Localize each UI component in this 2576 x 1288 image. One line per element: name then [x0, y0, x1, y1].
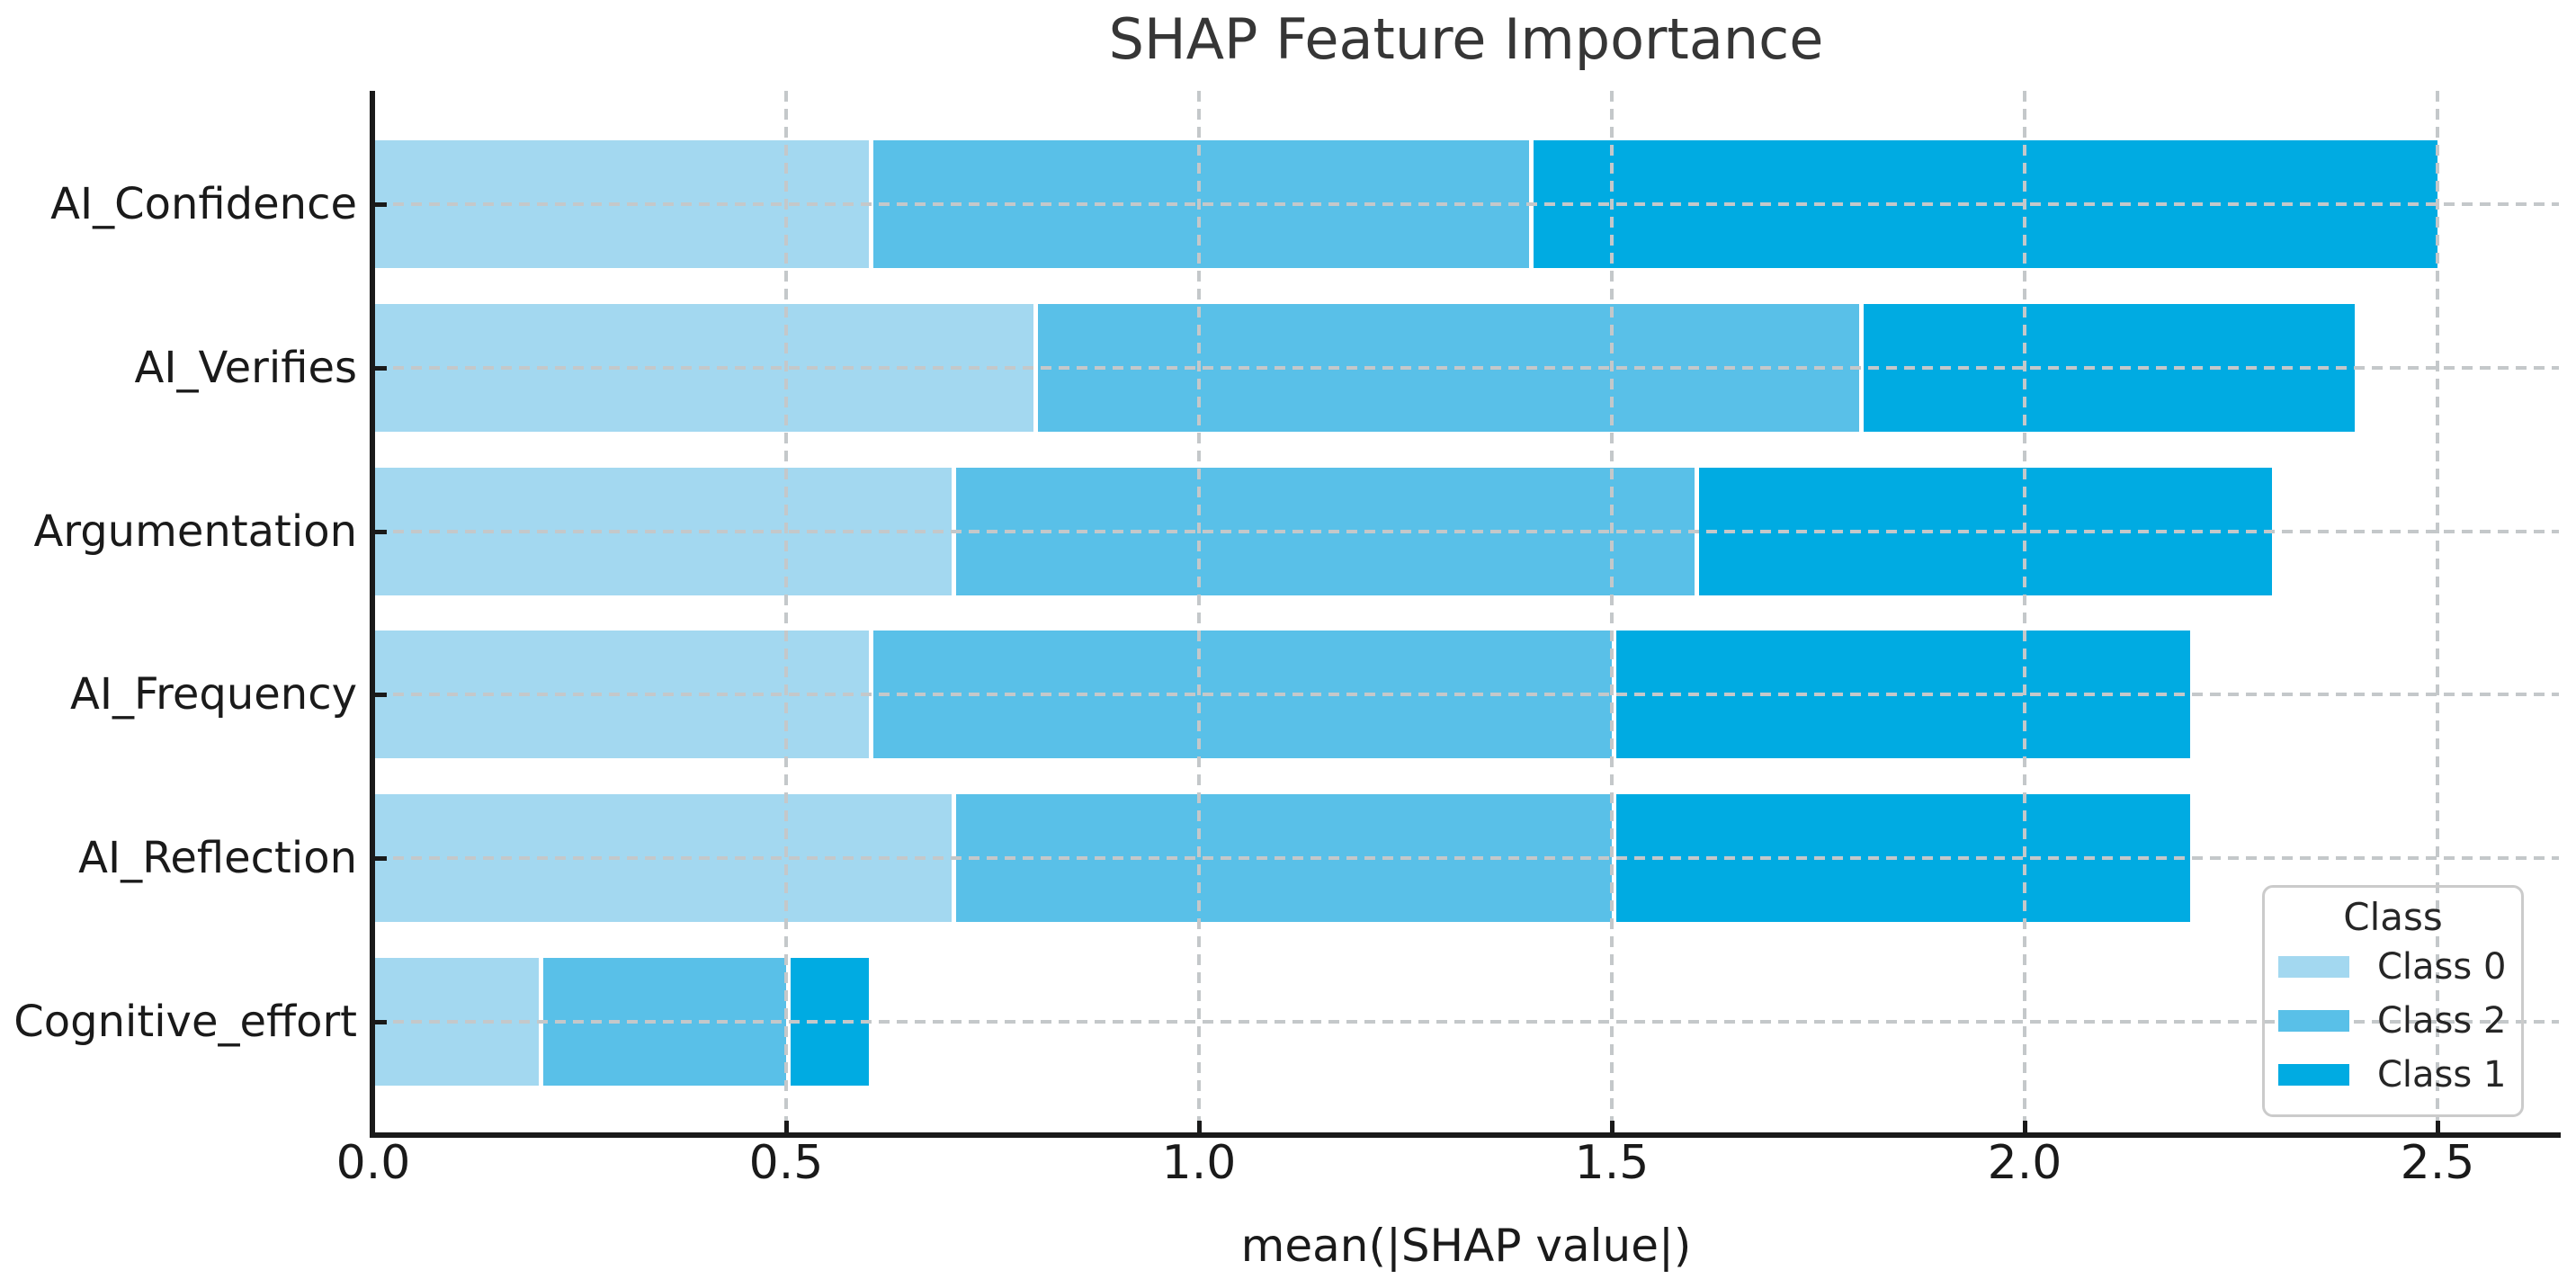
- x-tick-label: 1.5: [1574, 1136, 1650, 1190]
- y-tick-label: AI_Verifies: [134, 343, 357, 393]
- x-tick-mark: [1197, 1121, 1202, 1132]
- y-gridline: [375, 366, 2559, 370]
- x-tick-mark: [2436, 1121, 2440, 1132]
- y-gridline: [375, 1020, 2559, 1024]
- y-tick-label: Cognitive_effort: [13, 997, 357, 1047]
- y-tick-mark: [375, 366, 387, 371]
- x-gridline: [2436, 91, 2439, 1132]
- y-tick-label: AI_Frequency: [70, 669, 357, 720]
- x-tick-mark: [1610, 1121, 1614, 1132]
- legend: Class Class 0 Class 2 Class 1: [2262, 885, 2524, 1117]
- x-tick-mark: [784, 1121, 789, 1132]
- y-tick-label: AI_Confidence: [50, 179, 357, 229]
- legend-swatch: [2278, 956, 2349, 978]
- y-tick-mark: [375, 202, 387, 207]
- legend-swatch: [2278, 1010, 2349, 1032]
- x-gridline: [1610, 91, 1614, 1132]
- y-axis-spine: [370, 91, 375, 1138]
- x-tick-label: 2.0: [1987, 1136, 2062, 1190]
- y-tick-mark: [375, 856, 387, 861]
- y-tick-label: AI_Reflection: [78, 833, 357, 883]
- legend-title: Class: [2343, 895, 2443, 939]
- x-tick-label: 2.5: [2400, 1136, 2475, 1190]
- y-gridline: [375, 693, 2559, 696]
- legend-label: Class 2: [2377, 1000, 2507, 1042]
- x-tick-label: 0.0: [335, 1136, 411, 1190]
- x-gridline: [2023, 91, 2026, 1132]
- legend-label: Class 0: [2377, 946, 2507, 988]
- legend-entry-class-0: Class 0: [2265, 940, 2521, 994]
- x-axis-spine: [370, 1132, 2561, 1138]
- legend-entry-class-2: Class 2: [2265, 994, 2521, 1048]
- legend-entries: Class 0 Class 2 Class 1: [2265, 940, 2521, 1102]
- y-tick-mark: [375, 530, 387, 534]
- x-tick-label: 0.5: [748, 1136, 824, 1190]
- chart-title: SHAP Feature Importance: [1108, 6, 1824, 72]
- y-gridline: [375, 530, 2559, 533]
- y-gridline: [375, 202, 2559, 206]
- legend-entry-class-1: Class 1: [2265, 1048, 2521, 1102]
- y-tick-mark: [375, 693, 387, 697]
- y-gridline: [375, 856, 2559, 860]
- x-gridline: [784, 91, 788, 1132]
- legend-swatch: [2278, 1064, 2349, 1086]
- x-tick-mark: [2023, 1121, 2027, 1132]
- x-gridline: [1197, 91, 1201, 1132]
- y-tick-mark: [375, 1020, 387, 1024]
- legend-label: Class 1: [2377, 1054, 2507, 1096]
- x-tick-label: 1.0: [1161, 1136, 1237, 1190]
- x-axis-label: mean(|SHAP value|): [1240, 1220, 1692, 1272]
- y-tick-label: Argumentation: [33, 506, 357, 557]
